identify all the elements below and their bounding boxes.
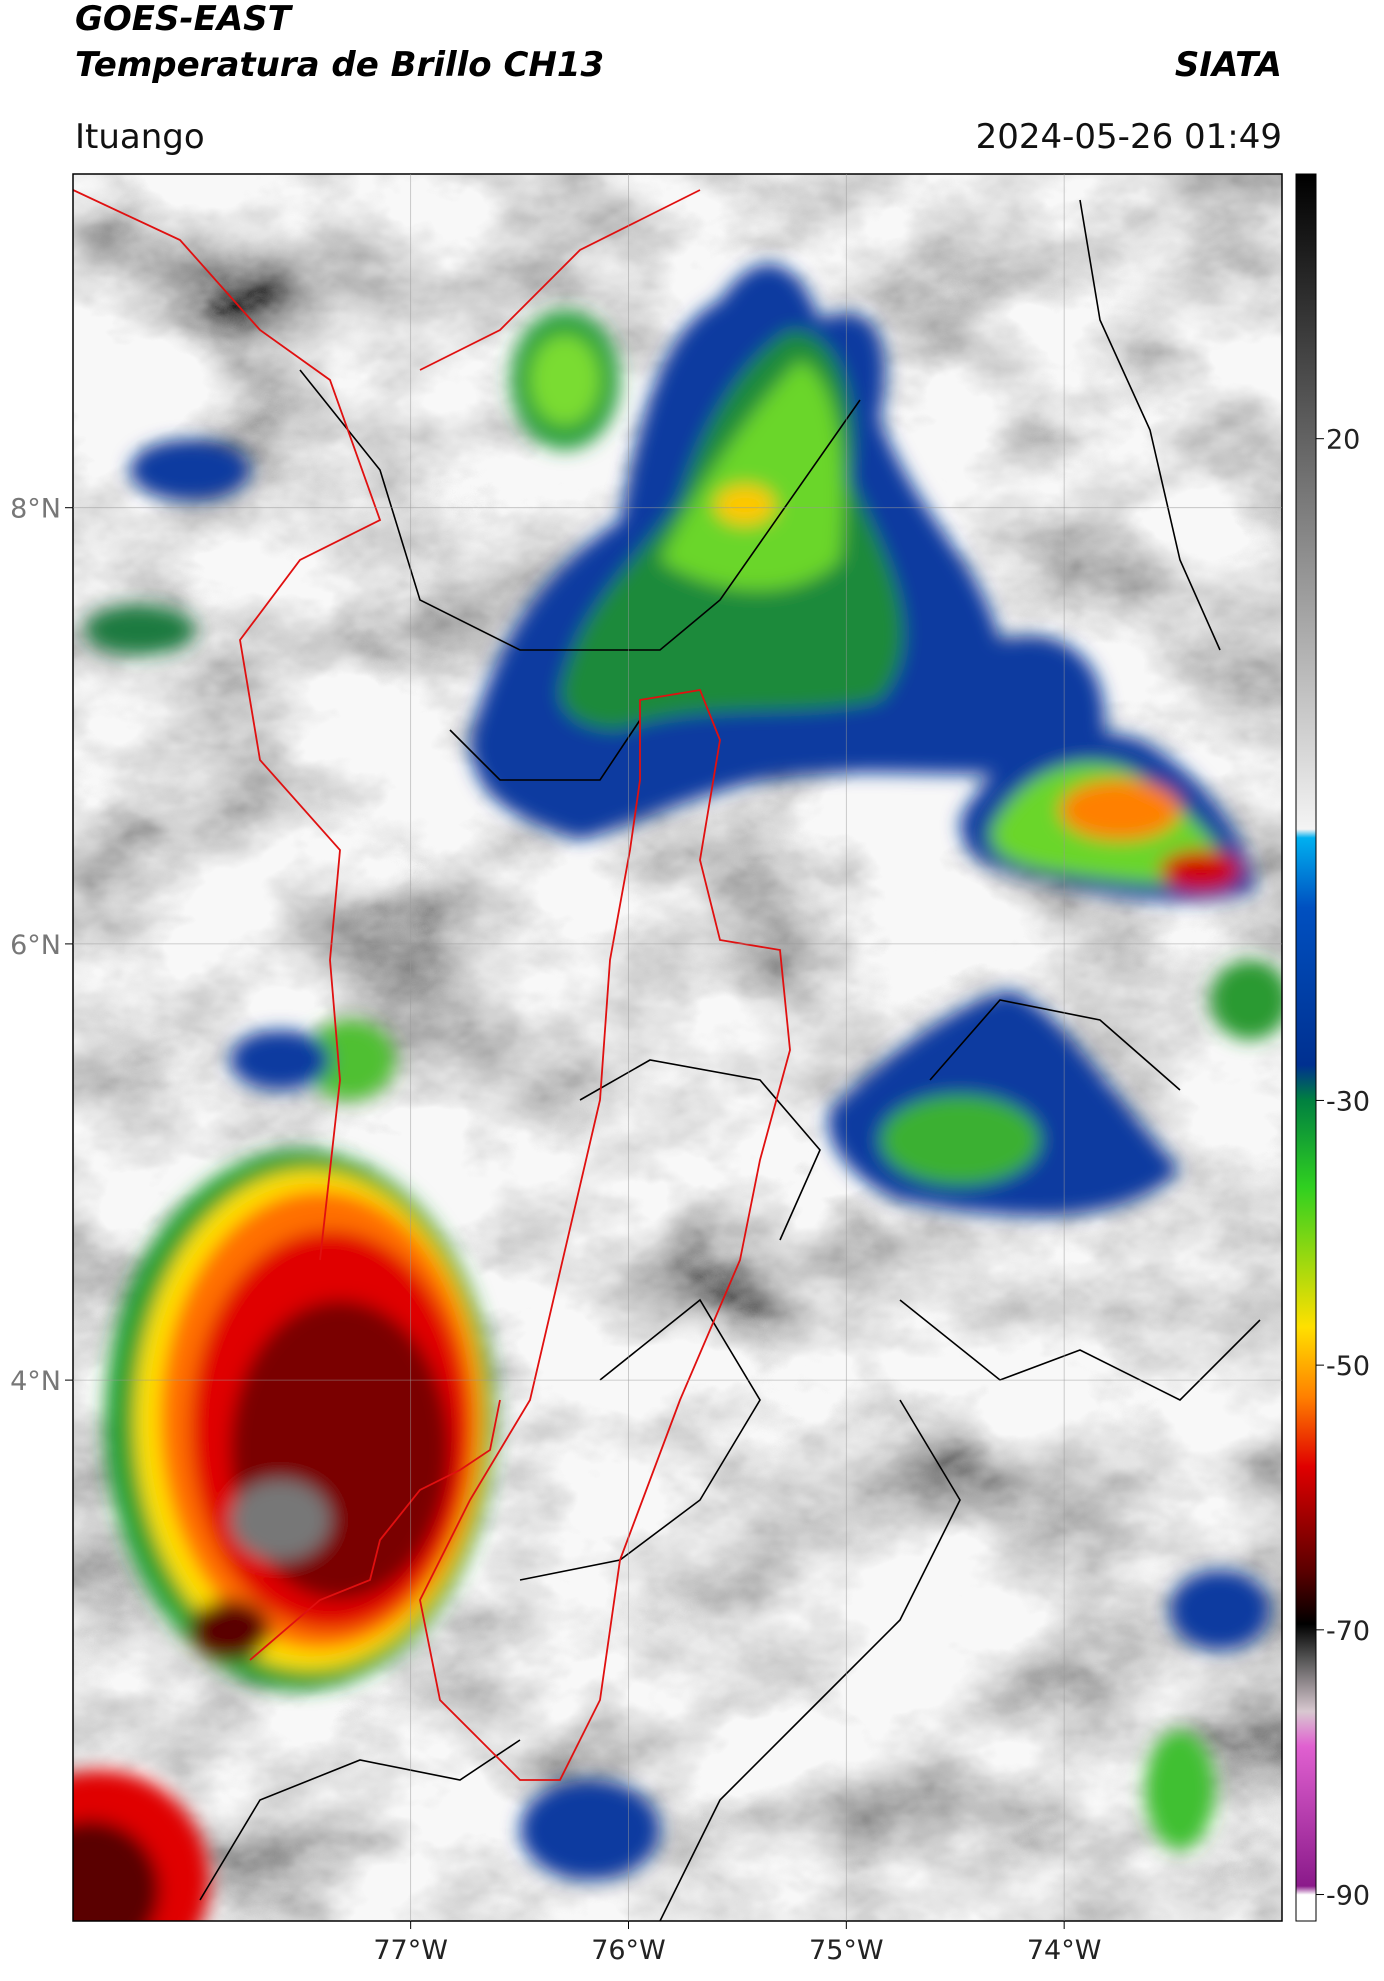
- x-tick-label: 74°W: [1027, 1935, 1102, 1966]
- colorbar: [1295, 173, 1317, 1922]
- x-tick-label: 76°W: [591, 1935, 666, 1966]
- location: Ituango: [75, 117, 205, 157]
- y-tick-label: 4°N: [10, 1366, 61, 1397]
- y-tick-label: 8°N: [10, 494, 61, 525]
- colorbar-label: -50: [1326, 1351, 1370, 1382]
- satellite-image: [73, 174, 1282, 1921]
- colorbar-label: -90: [1326, 1881, 1370, 1912]
- map-frame: [72, 173, 1283, 1922]
- datetime: 2024-05-26 01:49: [976, 117, 1282, 157]
- colorbar-label: -70: [1326, 1616, 1370, 1647]
- colorbar-label: 20: [1326, 425, 1360, 456]
- subtitle: Temperatura de Brillo CH13: [75, 45, 604, 85]
- source: SIATA: [1175, 45, 1282, 85]
- title: GOES-EAST: [75, 0, 294, 39]
- x-tick-label: 75°W: [809, 1935, 884, 1966]
- x-tick-label: 77°W: [373, 1935, 448, 1966]
- y-tick-label: 6°N: [10, 930, 61, 961]
- colorbar-label: -30: [1326, 1086, 1370, 1117]
